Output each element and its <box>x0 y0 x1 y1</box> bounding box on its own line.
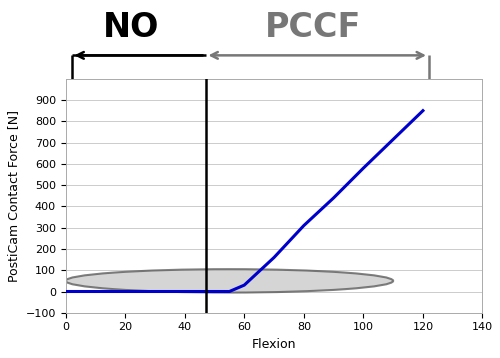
Text: NO: NO <box>103 11 160 44</box>
Text: PCCF: PCCF <box>264 11 361 44</box>
Y-axis label: PostiCam Contact Force [N]: PostiCam Contact Force [N] <box>7 110 20 282</box>
Ellipse shape <box>66 269 393 292</box>
X-axis label: Flexion: Flexion <box>252 338 296 351</box>
